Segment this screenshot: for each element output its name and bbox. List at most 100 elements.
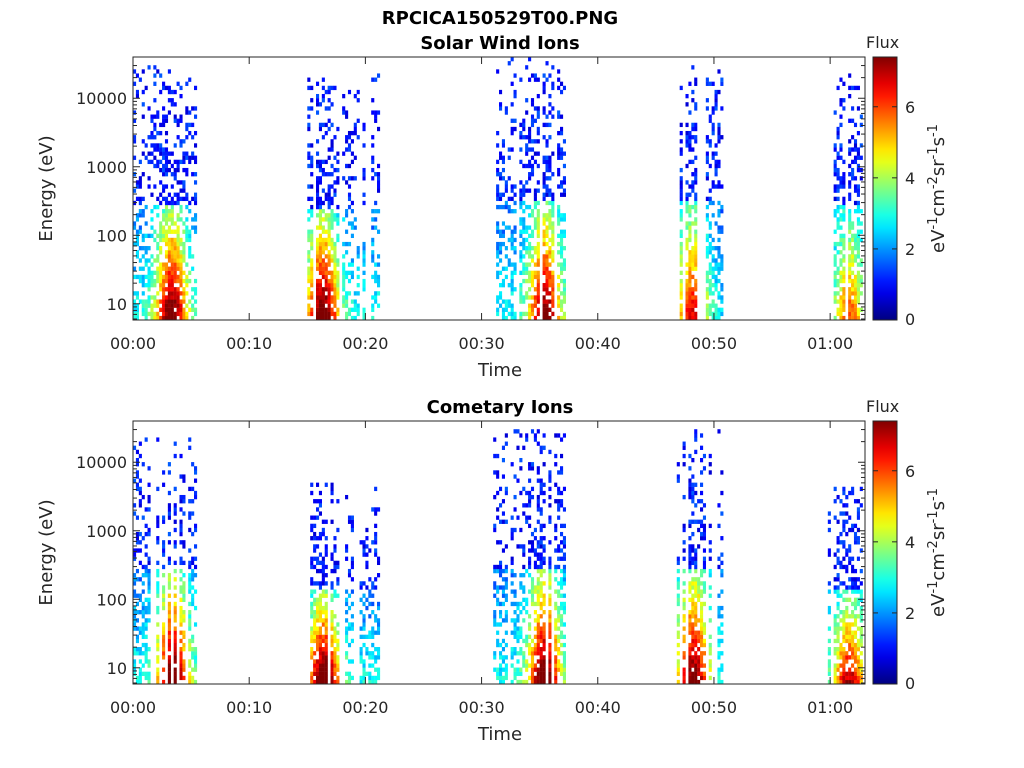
heatmap-cell xyxy=(859,610,863,615)
heatmap-cell xyxy=(522,278,526,284)
heatmap-cell xyxy=(188,437,192,442)
heatmap-cell xyxy=(528,274,532,280)
heatmap-cell xyxy=(501,233,505,239)
heatmap-cell xyxy=(700,610,704,615)
heatmap-cell xyxy=(833,564,837,570)
heatmap-cell xyxy=(720,667,724,672)
heatmap-cell xyxy=(513,237,517,243)
heatmap-cell xyxy=(859,221,863,226)
heatmap-cell xyxy=(694,303,698,308)
heatmap-cell xyxy=(536,597,540,603)
heatmap-cell xyxy=(685,135,689,140)
heatmap-cell xyxy=(501,139,505,144)
heatmap-cell xyxy=(688,159,692,165)
heatmap-cell xyxy=(141,69,145,74)
heatmap-cell xyxy=(185,192,189,197)
heatmap-cell xyxy=(842,266,846,271)
heatmap-cell xyxy=(679,303,683,308)
heatmap-cell xyxy=(851,233,855,239)
heatmap-cell xyxy=(368,548,372,553)
heatmap-cell xyxy=(179,204,183,210)
heatmap-cell xyxy=(353,303,357,308)
heatmap-cell xyxy=(536,667,540,672)
heatmap-cell xyxy=(851,118,855,123)
heatmap-cell xyxy=(528,675,532,681)
heatmap-cell xyxy=(191,667,195,672)
heatmap-cell xyxy=(377,180,381,185)
heatmap-cell xyxy=(176,287,180,292)
heatmap-cell xyxy=(853,614,858,619)
heatmap-cell xyxy=(179,93,183,99)
heatmap-cell xyxy=(554,675,558,681)
heatmap-cell xyxy=(859,659,863,664)
heatmap-cell xyxy=(842,172,846,177)
heatmap-cell xyxy=(188,229,192,234)
heatmap-cell xyxy=(539,626,543,631)
heatmap-cell xyxy=(542,630,546,635)
heatmap-cell xyxy=(185,151,189,156)
heatmap-cell xyxy=(557,663,561,668)
heatmap-cell xyxy=(856,307,860,312)
heatmap-cell xyxy=(513,626,517,631)
heatmap-cell xyxy=(542,307,546,312)
heatmap-cell xyxy=(848,560,852,566)
heatmap-cell xyxy=(179,610,183,615)
heatmap-cell xyxy=(562,675,566,681)
heatmap-cell xyxy=(851,527,855,533)
heatmap-cell xyxy=(310,655,314,660)
heatmap-cell xyxy=(842,614,846,619)
heatmap-cell xyxy=(694,200,698,206)
heatmap-cell xyxy=(842,597,846,603)
heatmap-cell xyxy=(321,307,325,312)
heatmap-cell xyxy=(362,626,366,631)
heatmap-cell xyxy=(691,254,695,259)
heatmap-cell xyxy=(827,626,831,631)
heatmap-cell xyxy=(330,634,334,639)
heatmap-cell xyxy=(542,81,546,86)
heatmap-cell xyxy=(536,311,540,317)
heatmap-cell xyxy=(560,568,564,574)
heatmap-cell xyxy=(708,634,712,639)
heatmap-cell xyxy=(496,630,500,635)
heatmap-cell xyxy=(170,315,174,321)
heatmap-cell xyxy=(842,544,846,549)
heatmap-cell xyxy=(173,250,177,255)
heatmap-cell xyxy=(836,622,840,627)
heatmap-cell xyxy=(316,200,320,206)
heatmap-cell xyxy=(702,585,707,590)
heatmap-cell xyxy=(310,266,314,271)
heatmap-cell xyxy=(507,237,511,243)
heatmap-cell xyxy=(356,303,360,308)
heatmap-cell xyxy=(856,679,860,685)
heatmap-cell xyxy=(536,307,540,312)
heatmap-cell xyxy=(164,303,169,308)
heatmap-cell xyxy=(717,278,721,284)
heatmap-cell xyxy=(188,155,192,160)
heatmap-cell xyxy=(542,180,546,185)
heatmap-cell xyxy=(839,315,843,321)
heatmap-cell xyxy=(542,73,546,78)
heatmap-cell xyxy=(542,548,546,553)
heatmap-cell xyxy=(330,299,334,304)
heatmap-cell xyxy=(374,172,378,177)
heatmap-cell xyxy=(851,135,855,140)
heatmap-cell xyxy=(356,98,360,103)
heatmap-cell xyxy=(504,184,508,189)
heatmap-cell xyxy=(542,544,546,549)
heatmap-cell xyxy=(167,278,171,284)
heatmap-cell xyxy=(557,114,561,119)
heatmap-cell xyxy=(848,679,852,685)
heatmap-cell xyxy=(133,622,137,627)
heatmap-cell xyxy=(173,159,177,165)
heatmap-cell xyxy=(560,499,564,504)
heatmap-cell xyxy=(133,315,137,321)
heatmap-cell xyxy=(851,651,855,656)
heatmap-cell xyxy=(162,573,166,578)
heatmap-cell xyxy=(560,229,564,234)
heatmap-cell xyxy=(173,114,177,119)
heatmap-cell xyxy=(350,515,354,520)
heatmap-cell xyxy=(548,618,552,623)
heatmap-cell xyxy=(327,106,331,111)
heatmap-cell xyxy=(548,614,552,619)
heatmap-cell xyxy=(519,192,523,197)
